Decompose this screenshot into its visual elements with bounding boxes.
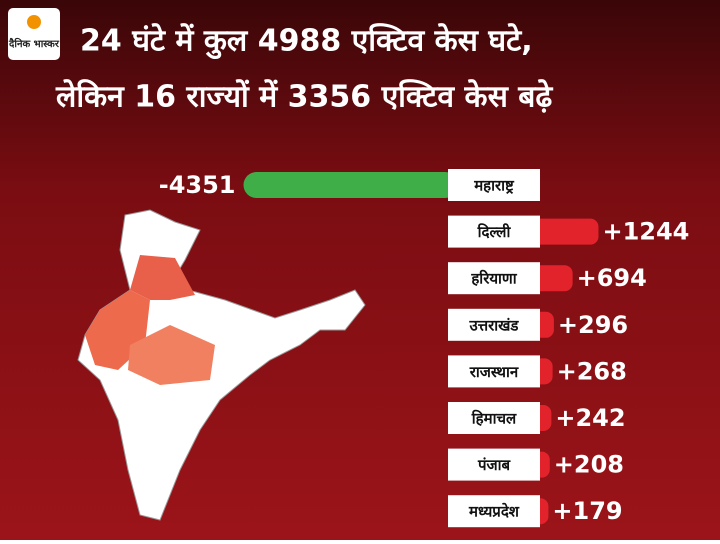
- bar: [243, 172, 458, 198]
- category-label: मध्यप्रदेश: [468, 503, 520, 521]
- value-label: +694: [577, 264, 647, 292]
- value-label: -4351: [159, 171, 236, 199]
- category-box: [448, 448, 540, 481]
- category-box: [448, 308, 540, 341]
- value-label: +1244: [602, 218, 689, 246]
- category-label: राजस्थान: [469, 363, 519, 381]
- logo-sun: [27, 15, 41, 29]
- value-label: +208: [554, 451, 624, 479]
- value-label: +268: [557, 357, 627, 385]
- logo-box: [8, 8, 60, 60]
- title-line: 24 घंटे में कुल 4988 एक्टिव केस घटे,: [80, 23, 533, 60]
- category-label: हिमाचल: [471, 410, 517, 428]
- category-box: [448, 495, 540, 528]
- map-state: [130, 255, 195, 300]
- logo: दैनिक भास्कर: [8, 8, 60, 60]
- bar: [528, 218, 599, 245]
- category-label: दिल्ली: [477, 223, 512, 241]
- category-box: [448, 402, 540, 434]
- title-line: लेकिन 16 राज्यों में 3356 एक्टिव केस बढ़…: [55, 79, 553, 115]
- value-label: +179: [552, 497, 622, 525]
- category-box: [448, 355, 540, 388]
- value-label: +242: [555, 404, 625, 432]
- logo-text: दैनिक भास्कर: [8, 37, 60, 50]
- category-label: हरियाणा: [470, 270, 517, 288]
- category-label: महाराष्ट्र: [473, 177, 515, 195]
- category-label: पंजाब: [477, 456, 512, 474]
- category-box: [448, 169, 540, 201]
- india-map: [77, 209, 366, 521]
- category-label: उत्तराखंड: [469, 316, 520, 334]
- value-label: +296: [558, 311, 628, 339]
- category-box: [448, 215, 540, 248]
- category-box: [448, 262, 540, 295]
- map-state: [128, 325, 215, 385]
